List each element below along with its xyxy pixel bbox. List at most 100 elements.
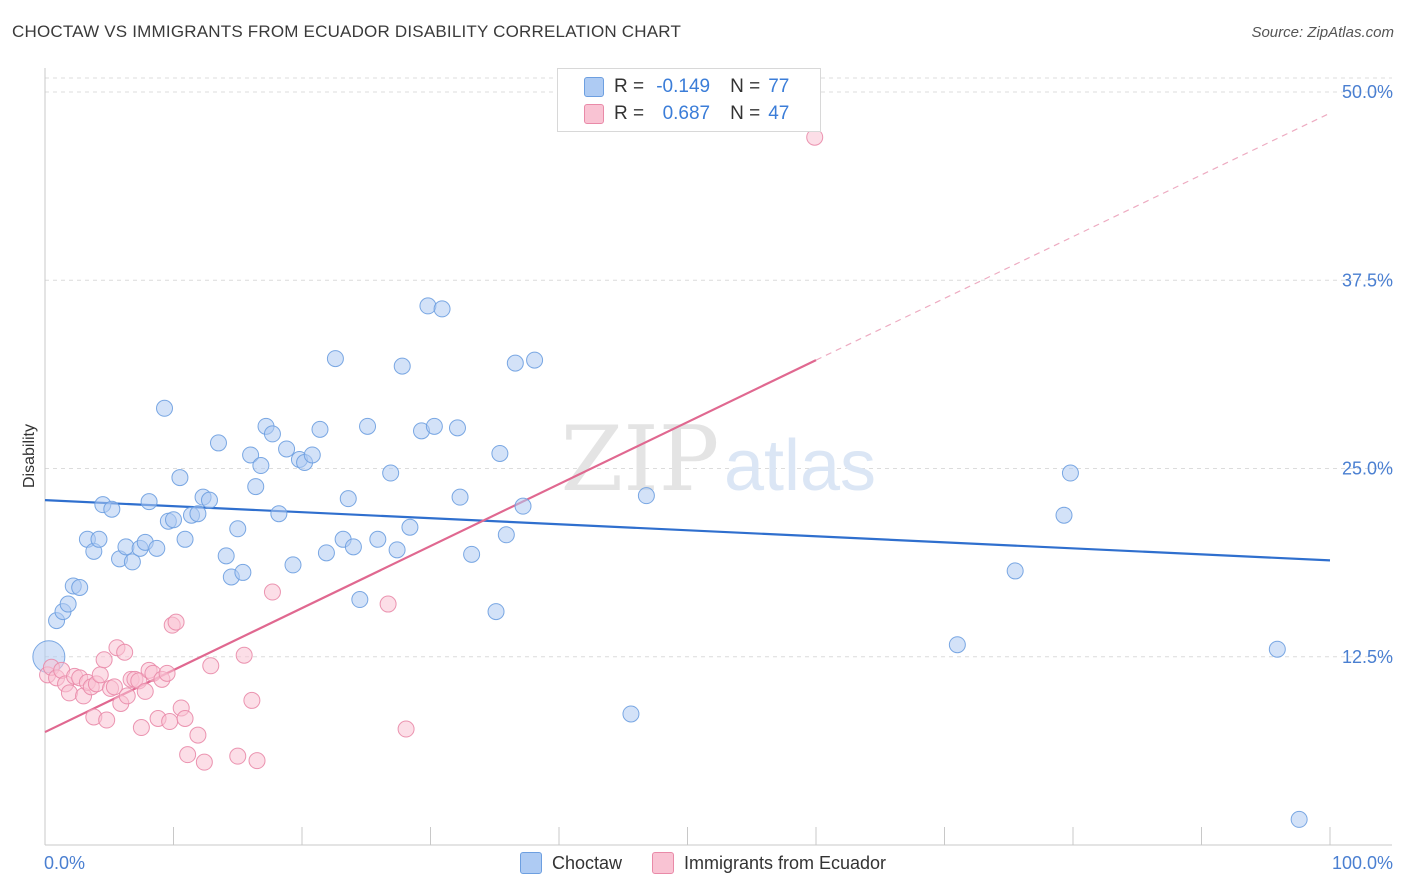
point-choctaw-71	[948, 636, 966, 654]
point-ecuador-45	[263, 583, 281, 601]
watermark-atlas: atlas	[724, 426, 876, 506]
point-choctaw-58	[425, 417, 443, 435]
stats-legend: R = -0.149 N = 77 R = 0.687 N = 47	[557, 68, 821, 132]
point-choctaw-64	[491, 444, 509, 462]
point-choctaw-54	[393, 357, 411, 375]
point-choctaw-61	[451, 488, 469, 506]
point-choctaw-36	[263, 425, 281, 443]
point-choctaw-22	[176, 530, 194, 548]
chart-title: CHOCTAW VS IMMIGRANTS FROM ECUADOR DISAB…	[12, 22, 682, 41]
point-choctaw-21	[171, 469, 189, 487]
point-ecuador-14	[95, 651, 113, 669]
x-tick-label-1: 100.0%	[1332, 853, 1393, 873]
point-ecuador-38	[189, 726, 207, 744]
point-ecuador-15	[98, 711, 116, 729]
stats-row-choctaw: R = -0.149 N = 77	[584, 75, 789, 99]
legend-label: Choctaw	[551, 852, 622, 873]
point-choctaw-68	[526, 351, 544, 369]
tick-labels: 12.5% 25.0% 37.5% 50.0% 0.0% 100.0% Disability	[21, 82, 1393, 873]
data-points	[32, 128, 1308, 828]
point-choctaw-74	[1061, 464, 1079, 482]
point-choctaw-18	[156, 399, 174, 417]
point-choctaw-30	[229, 520, 247, 538]
point-choctaw-49	[351, 591, 369, 609]
n-label: N =	[730, 76, 761, 97]
point-choctaw-38	[278, 440, 296, 458]
r-value: -0.149	[656, 76, 711, 97]
ecuador-swatch	[651, 852, 674, 874]
point-choctaw-45	[326, 350, 344, 368]
point-choctaw-62	[463, 545, 481, 563]
y-tick-label-0: 12.5%	[1342, 647, 1393, 667]
point-choctaw-16	[140, 493, 158, 511]
point-choctaw-33	[247, 478, 265, 496]
y-tick-label-1: 25.0%	[1342, 459, 1393, 479]
point-choctaw-28	[217, 547, 235, 565]
point-choctaw-31	[234, 563, 252, 581]
point-ecuador-43	[243, 691, 261, 709]
point-choctaw-73	[1055, 506, 1073, 524]
point-choctaw-39	[284, 556, 302, 574]
point-choctaw-43	[311, 420, 329, 438]
point-choctaw-60	[448, 419, 466, 437]
point-choctaw-47	[339, 490, 357, 508]
point-ecuador-40	[202, 657, 220, 675]
choctaw-swatch	[519, 852, 542, 874]
point-choctaw-27	[209, 434, 227, 452]
n-label: N =	[730, 103, 761, 124]
point-choctaw-13	[123, 553, 141, 571]
point-choctaw-75	[1268, 640, 1286, 658]
point-choctaw-26	[200, 491, 218, 509]
point-choctaw-67	[514, 497, 532, 515]
point-ecuador-39	[195, 753, 213, 771]
point-choctaw-20	[165, 511, 182, 529]
series-legend: Choctaw Immigrants from Ecuador	[0, 852, 1406, 874]
trend-line-0	[44, 499, 1331, 562]
point-choctaw-34	[252, 457, 270, 475]
point-choctaw-65	[497, 526, 515, 544]
point-choctaw-76	[1290, 810, 1308, 828]
r-label: R =	[614, 76, 645, 97]
r-value: 0.687	[662, 103, 711, 124]
point-ecuador-44	[248, 752, 266, 770]
axes	[44, 68, 1392, 846]
point-ecuador-5	[60, 684, 78, 702]
point-choctaw-5	[71, 578, 89, 596]
legend-label: Immigrants from Ecuador	[683, 852, 887, 873]
point-choctaw-44	[317, 544, 335, 562]
point-choctaw-32	[242, 446, 260, 464]
y-tick-label-2: 37.5%	[1342, 270, 1393, 290]
point-choctaw-70	[637, 487, 655, 505]
ecuador-swatch	[584, 104, 604, 124]
point-choctaw-63	[487, 603, 505, 621]
point-choctaw-52	[382, 464, 400, 482]
point-choctaw-3	[59, 595, 77, 613]
point-ecuador-32	[161, 713, 179, 731]
point-ecuador-41	[229, 747, 247, 765]
choctaw-swatch	[584, 77, 604, 97]
stats-row-ecuador: R = 0.687 N = 47	[584, 102, 789, 126]
y-tick-label-3: 50.0%	[1342, 82, 1393, 102]
n-value: 47	[768, 103, 790, 124]
point-choctaw-42	[303, 446, 321, 464]
point-ecuador-42	[235, 646, 253, 664]
point-choctaw-66	[506, 354, 524, 372]
n-value: 77	[768, 76, 790, 97]
point-ecuador-37	[179, 746, 197, 764]
point-ecuador-47	[397, 720, 415, 738]
r-label: R =	[614, 103, 645, 124]
point-choctaw-55	[401, 518, 419, 536]
point-ecuador-17	[105, 678, 123, 696]
legend-item-ecuador: Immigrants from Ecuador	[651, 852, 887, 874]
point-ecuador-20	[116, 643, 134, 661]
point-ecuador-13	[91, 666, 109, 684]
point-choctaw-8	[90, 530, 108, 548]
point-ecuador-21	[118, 687, 136, 705]
source-label: Source: ZipAtlas.com	[1251, 24, 1394, 41]
x-tick-label-0: 0.0%	[44, 853, 85, 873]
point-choctaw-12	[117, 538, 135, 556]
point-choctaw-51	[369, 530, 387, 548]
point-choctaw-37	[270, 505, 288, 523]
trend-line-dashed-1	[815, 112, 1331, 361]
